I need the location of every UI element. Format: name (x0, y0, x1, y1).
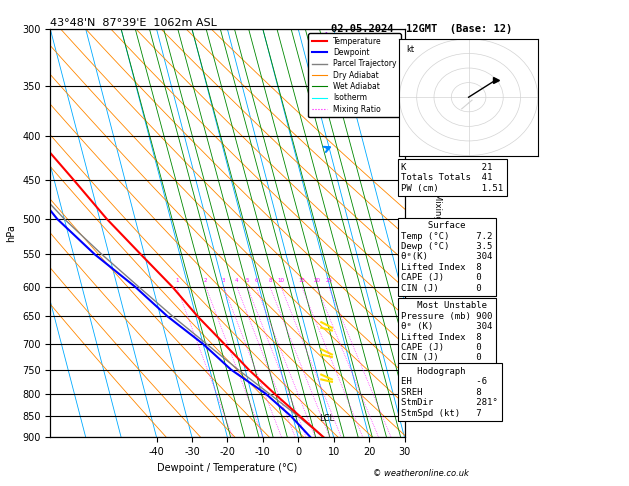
X-axis label: Dewpoint / Temperature (°C): Dewpoint / Temperature (°C) (157, 463, 298, 473)
Text: 02.05.2024  12GMT  (Base: 12): 02.05.2024 12GMT (Base: 12) (331, 24, 512, 35)
Text: 10: 10 (277, 278, 284, 283)
Text: 15: 15 (298, 278, 305, 283)
Text: Hodograph
EH            -6
SREH          8
StmDir        281°
StmSpd (kt)   7: Hodograph EH -6 SREH 8 StmDir 281° StmSp… (401, 367, 498, 417)
Legend: Temperature, Dewpoint, Parcel Trajectory, Dry Adiabat, Wet Adiabat, Isotherm, Mi: Temperature, Dewpoint, Parcel Trajectory… (308, 33, 401, 117)
Text: 6: 6 (254, 278, 258, 283)
Y-axis label: km
ASL: km ASL (426, 224, 448, 243)
Text: © weatheronline.co.uk: © weatheronline.co.uk (374, 469, 469, 478)
Text: 4: 4 (235, 278, 238, 283)
Text: 5: 5 (245, 278, 249, 283)
Text: 43°48'N  87°39'E  1062m ASL: 43°48'N 87°39'E 1062m ASL (50, 18, 217, 28)
Text: Most Unstable
Pressure (mb) 900
θᵉ (K)        304
Lifted Index  8
CAPE (J)      : Most Unstable Pressure (mb) 900 θᵉ (K) 3… (401, 301, 493, 363)
Text: LCL: LCL (319, 414, 334, 423)
Text: Surface
Temp (°C)     7.2
Dewp (°C)     3.5
θᵉ(K)         304
Lifted Index  8
CA: Surface Temp (°C) 7.2 Dewp (°C) 3.5 θᵉ(K… (401, 221, 493, 293)
Y-axis label: hPa: hPa (6, 225, 16, 242)
Text: 2: 2 (204, 278, 208, 283)
Text: 25: 25 (325, 278, 332, 283)
Text: 1: 1 (175, 278, 179, 283)
Text: kt: kt (406, 45, 415, 54)
Text: Mixing Ratio (g/kg): Mixing Ratio (g/kg) (433, 193, 442, 273)
Text: 20: 20 (313, 278, 320, 283)
Text: K              21
Totals Totals  41
PW (cm)        1.51: K 21 Totals Totals 41 PW (cm) 1.51 (401, 163, 503, 192)
Text: 8: 8 (268, 278, 272, 283)
Text: 3: 3 (222, 278, 225, 283)
